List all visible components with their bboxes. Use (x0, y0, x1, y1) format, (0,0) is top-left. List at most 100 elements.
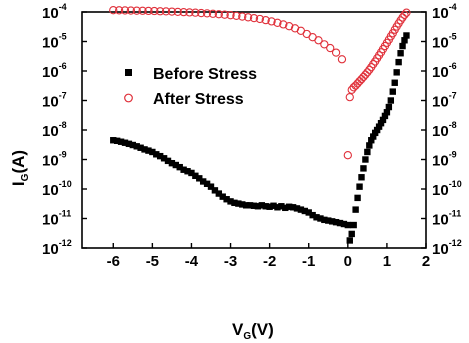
y-tick-label-right: 10-6 (432, 61, 457, 81)
data-point-before-stress (211, 187, 219, 194)
data-point-before-stress (301, 207, 309, 215)
data-point-before-stress (401, 37, 408, 44)
data-point-before-stress (110, 137, 117, 144)
axis-ticks (82, 11, 427, 249)
x-tick-label: -3 (224, 253, 237, 270)
y-tick-label-right: 10-9 (432, 150, 457, 170)
data-point-after-stress (185, 8, 194, 17)
data-point-after-stress (109, 6, 118, 15)
data-point-before-stress (293, 205, 301, 212)
data-point-after-stress (326, 43, 335, 53)
data-point-after-stress (337, 55, 347, 64)
series-before-stress (110, 32, 410, 244)
y-tick-label-left: 10-12 (42, 238, 72, 258)
legend: Before Stress After Stress (124, 66, 257, 108)
data-point-before-stress (285, 203, 293, 210)
data-point-after-stress (173, 7, 182, 17)
data-point-before-stress (377, 120, 385, 127)
y-tick-label-right: 10-4 (432, 2, 457, 22)
data-point-before-stress (362, 156, 369, 163)
data-point-after-stress (167, 7, 177, 16)
data-point-before-stress (383, 109, 391, 116)
y-tick-label-left: 10-5 (42, 32, 67, 52)
data-point-before-stress (328, 218, 336, 225)
y-axis-label: IG(A) (9, 150, 31, 186)
data-point-before-stress (278, 203, 285, 210)
data-point-before-stress (358, 174, 365, 181)
data-point-after-stress (363, 68, 372, 77)
data-point-before-stress (262, 203, 269, 210)
data-point-before-stress (149, 148, 156, 156)
data-point-after-stress (279, 20, 288, 29)
data-point-before-stress (227, 198, 234, 205)
y-tick-label-right: 10-11 (432, 209, 461, 229)
data-point-before-stress (274, 204, 281, 211)
data-point-after-stress (144, 6, 153, 16)
data-point-before-stress (352, 206, 359, 213)
data-point-before-stress (366, 142, 373, 149)
data-point-after-stress (120, 6, 130, 15)
data-point-before-stress (399, 42, 406, 50)
x-tick-label: -6 (107, 253, 120, 270)
data-point-before-stress (231, 199, 238, 207)
data-point-before-stress (113, 137, 121, 145)
data-point-before-stress (235, 200, 242, 207)
legend-label-after: After Stress (153, 91, 244, 108)
y-tick-label-left: 10-11 (42, 209, 71, 229)
data-point-before-stress (164, 157, 172, 165)
data-point-after-stress (261, 15, 270, 25)
data-point-after-stress (343, 151, 352, 160)
data-point-after-stress (400, 10, 409, 20)
data-point-before-stress (336, 219, 344, 227)
data-point-after-stress (331, 48, 341, 57)
data-point-before-stress (270, 202, 277, 209)
y-tick-labels-left: 10-4 10-5 10-6 10-7 10-8 10-9 10-10 10-11 10-12 (42, 2, 72, 258)
data-point-before-stress (317, 215, 324, 222)
data-point-after-stress (243, 13, 253, 22)
data-point-before-stress (346, 237, 353, 244)
data-point-before-stress (364, 148, 371, 156)
legend-marker-before (125, 69, 132, 76)
data-point-before-stress (370, 133, 377, 140)
data-point-before-stress (403, 32, 410, 39)
data-point-after-stress (314, 36, 323, 45)
x-tick-label: 0 (344, 253, 352, 270)
data-point-before-stress (254, 203, 262, 210)
data-point-after-stress (369, 60, 378, 69)
x-tick-label: 1 (383, 253, 391, 270)
data-point-after-stress (351, 81, 360, 90)
data-point-before-stress (121, 139, 129, 146)
data-point-before-stress (332, 218, 340, 226)
data-point-after-stress (179, 7, 188, 17)
data-point-before-stress (344, 221, 352, 229)
data-point-before-stress (282, 204, 289, 212)
data-point-before-stress (393, 69, 400, 76)
data-point-after-stress (191, 8, 200, 17)
data-point-before-stress (180, 166, 187, 173)
data-point-before-stress (239, 201, 246, 208)
data-point-after-stress (285, 22, 294, 31)
data-point-before-stress (395, 58, 402, 66)
data-point-after-stress (114, 6, 124, 15)
data-point-before-stress (176, 163, 183, 171)
x-tick-label: -4 (185, 253, 199, 270)
data-point-before-stress (354, 194, 361, 202)
x-tick-label: -1 (302, 253, 315, 270)
data-point-after-stress (150, 6, 159, 16)
x-axis-label: VG(V) (232, 320, 274, 342)
data-point-after-stress (357, 74, 366, 84)
data-point-after-stress (226, 11, 235, 20)
series-after-stress (109, 6, 411, 160)
data-point-after-stress (359, 72, 368, 82)
data-point-after-stress (402, 8, 411, 17)
data-point-before-stress (325, 217, 332, 224)
data-point-before-stress (250, 202, 258, 209)
y-tick-label-right: 10-7 (432, 91, 457, 111)
data-point-before-stress (389, 88, 396, 95)
y-tick-label-left: 10-10 (42, 179, 72, 199)
data-point-after-stress (161, 7, 171, 16)
data-point-before-stress (219, 193, 226, 200)
data-point-after-stress (355, 77, 364, 86)
data-point-before-stress (258, 202, 266, 209)
